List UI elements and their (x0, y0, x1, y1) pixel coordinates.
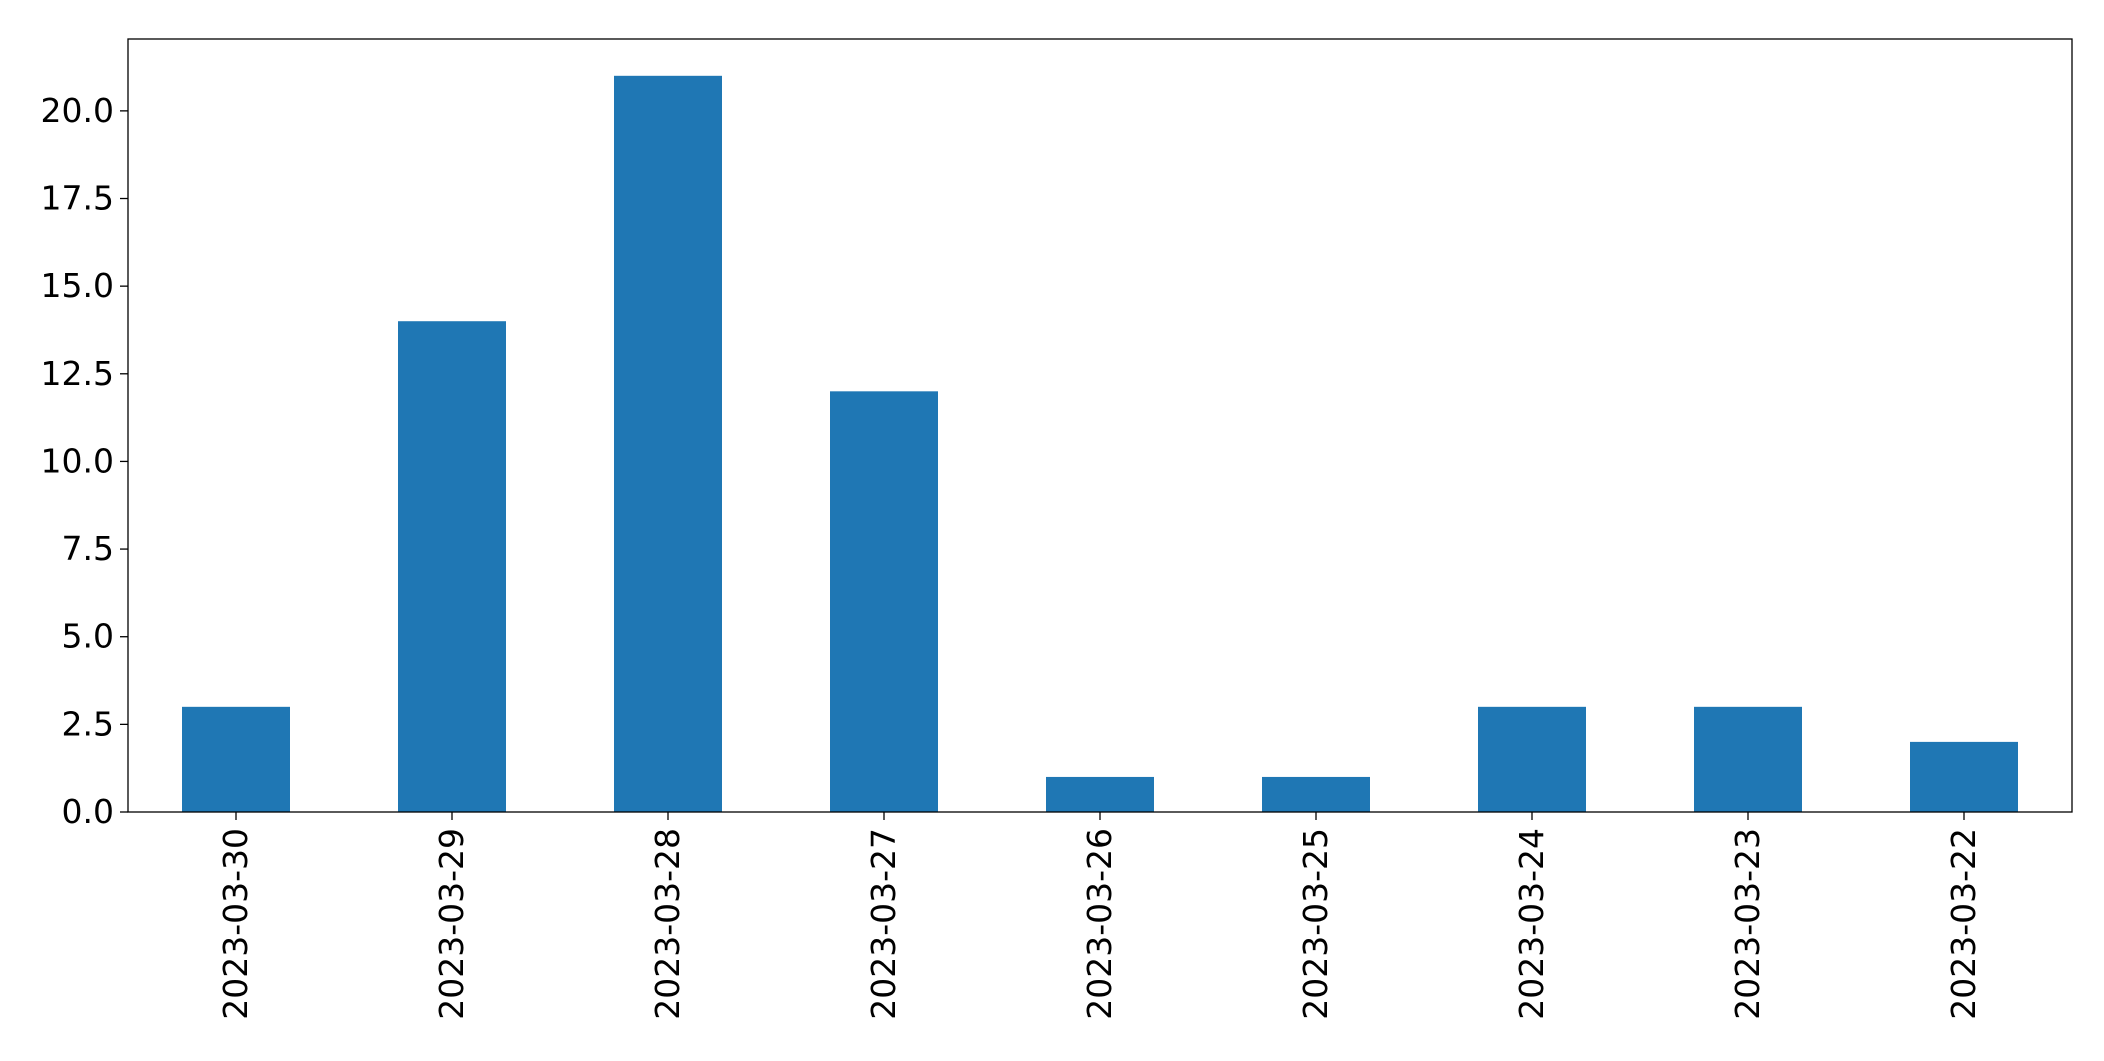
y-axis: 0.0 2.5 5.0 7.5 10.0 12.5 15.0 17.5 20.0 (41, 91, 128, 831)
y-tick-label: 5.0 (62, 617, 114, 656)
bar-2023-03-23 (1694, 706, 1802, 812)
y-tick-label: 0.0 (62, 792, 114, 831)
x-tick-label: 2023-03-29 (432, 828, 471, 1020)
x-tick-label: 2023-03-24 (1512, 828, 1551, 1020)
bar-2023-03-25 (1262, 776, 1370, 812)
y-tick-label: 20.0 (41, 91, 114, 130)
y-tick-label: 7.5 (62, 529, 114, 568)
y-tick-label: 15.0 (41, 266, 114, 305)
x-tick-label: 2023-03-27 (864, 828, 903, 1020)
y-tick-label: 12.5 (41, 354, 114, 393)
bar-2023-03-30 (182, 706, 290, 812)
y-tick-label: 10.0 (41, 441, 114, 480)
bar-2023-03-24 (1478, 706, 1586, 812)
x-tick-label: 2023-03-28 (648, 828, 687, 1020)
x-axis: 2023-03-30 2023-03-29 2023-03-28 2023-03-27… (216, 812, 1983, 1020)
x-tick-label: 2023-03-22 (1944, 828, 1983, 1020)
x-tick-label: 2023-03-23 (1728, 828, 1767, 1020)
bar-2023-03-28 (614, 75, 722, 812)
bars-group (182, 75, 2018, 812)
x-tick-label: 2023-03-25 (1296, 828, 1335, 1020)
y-tick-label: 2.5 (62, 704, 114, 743)
plot-area (127, 38, 2073, 813)
bar-2023-03-29 (398, 321, 506, 812)
x-tick-label: 2023-03-26 (1080, 828, 1119, 1020)
bar-2023-03-26 (1046, 776, 1154, 812)
bar-2023-03-27 (830, 391, 938, 812)
bar-2023-03-22 (1910, 741, 2018, 812)
x-tick-label: 2023-03-30 (216, 828, 255, 1020)
y-tick-label: 17.5 (41, 179, 114, 218)
axes-frame (127, 38, 2073, 813)
